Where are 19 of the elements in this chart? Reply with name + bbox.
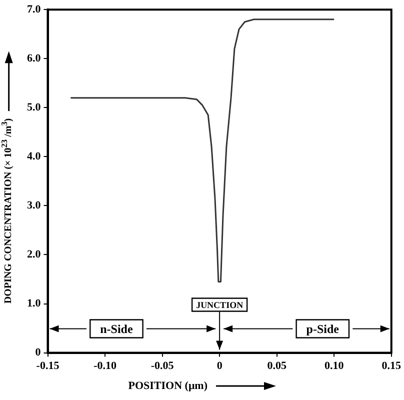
- x-tick-label: -0.15: [36, 360, 60, 372]
- y-tick-label: 7.0: [27, 3, 42, 16]
- x-tick-label: -0.10: [94, 360, 117, 372]
- x-tick-label: 0.15: [382, 360, 402, 372]
- x-tick-label: 0: [216, 360, 223, 372]
- x-tick-label: 0.10: [324, 360, 344, 372]
- y-tick-label: 4.0: [27, 150, 42, 163]
- y-tick-label: 3.0: [27, 200, 42, 212]
- y-tick-label: 5.0: [27, 102, 42, 114]
- y-tick-label: 6.0: [27, 52, 42, 64]
- x-tick-label: -0.05: [150, 360, 174, 372]
- annotation: JUNCTION: [196, 300, 244, 310]
- y-tick-label: 1.0: [27, 298, 42, 310]
- annotation: n-Side: [100, 322, 134, 336]
- x-tick-label: 0.05: [267, 360, 287, 372]
- y-tick-label: 0: [35, 346, 42, 359]
- x-axis-title: POSITION (μm): [127, 380, 209, 392]
- annotation: p-Side: [306, 322, 340, 336]
- y-tick-label: 2.0: [27, 248, 42, 261]
